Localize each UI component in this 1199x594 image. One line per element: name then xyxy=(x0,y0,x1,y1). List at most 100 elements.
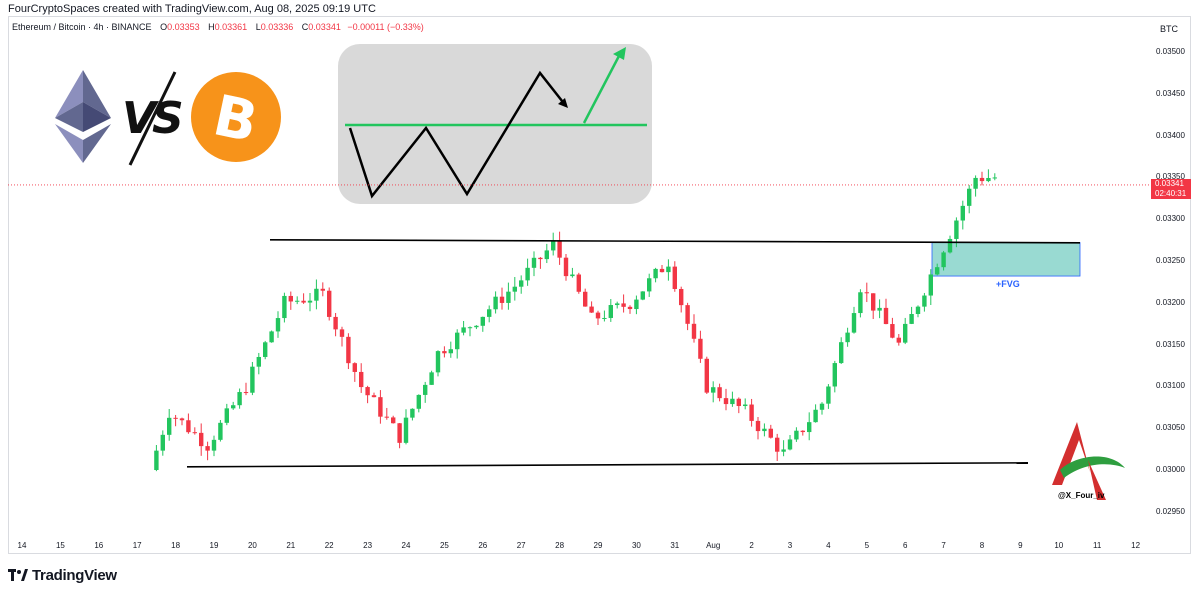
high-label: H xyxy=(208,22,215,32)
candle xyxy=(775,433,780,461)
date-tick-label: 8 xyxy=(979,541,985,550)
candle xyxy=(461,320,466,336)
candle xyxy=(589,301,594,313)
candle xyxy=(480,316,485,332)
candle xyxy=(346,333,351,370)
candle xyxy=(915,305,921,318)
candle xyxy=(666,259,671,281)
candle xyxy=(263,340,268,360)
bar-countdown: 02:40:31 xyxy=(1155,189,1187,198)
tradingview-logo[interactable]: TradingView xyxy=(8,567,117,584)
candle xyxy=(448,341,453,358)
candle xyxy=(295,296,300,305)
candle xyxy=(986,169,991,183)
candle xyxy=(583,288,588,307)
candle xyxy=(723,388,729,411)
candle xyxy=(928,269,933,305)
date-tick-label: 17 xyxy=(132,541,142,550)
price-tick-label: 0.03250 xyxy=(1156,256,1185,265)
date-tick-label: 18 xyxy=(171,541,181,550)
candle xyxy=(282,292,287,323)
price-tick-label: 0.03050 xyxy=(1156,423,1185,433)
candle xyxy=(301,293,306,304)
candle xyxy=(813,404,818,423)
candle xyxy=(704,356,709,394)
price-tick-label: 0.03200 xyxy=(1156,297,1185,307)
open-value: 0.03353 xyxy=(167,22,200,32)
candle xyxy=(730,391,735,407)
candle xyxy=(800,430,805,436)
price-tick-label: 0.03400 xyxy=(1156,130,1185,140)
candle xyxy=(672,261,677,292)
candle xyxy=(365,385,370,404)
candle xyxy=(173,414,178,427)
candle xyxy=(653,267,658,283)
candle xyxy=(647,273,652,297)
candle xyxy=(455,329,460,359)
resistance-line xyxy=(269,238,1081,244)
ethereum-logo-icon xyxy=(55,70,111,163)
candle xyxy=(192,427,197,435)
candle xyxy=(602,310,607,322)
candle xyxy=(551,232,556,256)
high-value: 0.03361 xyxy=(214,22,248,32)
candle xyxy=(442,346,447,358)
tradingview-logo-icon xyxy=(8,567,28,584)
price-tick-label: 0.03500 xyxy=(1156,47,1185,56)
candle xyxy=(467,326,473,337)
close-label: C xyxy=(301,22,309,32)
candle xyxy=(890,317,895,339)
candle xyxy=(359,363,364,393)
bitcoin-logo-icon: B xyxy=(191,72,281,162)
last-price-badge: 0.03341 02:40:31 xyxy=(1151,179,1191,199)
candle xyxy=(691,314,697,343)
date-tick-label: 2 xyxy=(749,541,754,550)
candle xyxy=(563,253,569,281)
candle xyxy=(199,423,204,456)
candle xyxy=(698,330,703,363)
candle xyxy=(544,243,549,264)
support-line xyxy=(186,462,1029,468)
candle xyxy=(269,330,274,343)
date-tick-label: 3 xyxy=(787,541,793,550)
candle xyxy=(627,305,633,314)
candle xyxy=(525,258,530,286)
candle xyxy=(327,287,332,321)
close-value: 0.03341 xyxy=(308,22,341,32)
date-tick-label: 27 xyxy=(516,541,526,550)
candle xyxy=(896,333,901,346)
candle xyxy=(333,312,338,337)
candle xyxy=(288,291,293,310)
candle xyxy=(275,311,281,338)
price-tick-label: 0.03000 xyxy=(1156,465,1185,474)
candle xyxy=(768,424,773,439)
pattern-illustration xyxy=(338,44,652,204)
change-value: −0.00011 (−0.33%) xyxy=(347,22,424,32)
slash-mark xyxy=(128,71,177,166)
candle xyxy=(531,251,537,277)
candle xyxy=(743,398,748,410)
publisher-credit: FourCryptoSpaces created with TradingVie… xyxy=(8,3,376,15)
candle xyxy=(832,360,837,393)
candle xyxy=(339,326,345,347)
candle xyxy=(909,306,914,325)
candle xyxy=(160,430,165,456)
candle xyxy=(755,417,761,440)
candle xyxy=(807,412,812,441)
candle xyxy=(781,440,786,457)
candle xyxy=(474,325,479,330)
candle xyxy=(992,173,997,181)
date-tick-label: 22 xyxy=(324,541,334,550)
candle xyxy=(595,310,601,326)
candle xyxy=(314,279,319,310)
symbol-title: Ethereum / Bitcoin · 4h · BINANCE xyxy=(12,22,152,32)
candle xyxy=(608,299,613,322)
vs-text: VS xyxy=(122,93,184,144)
candle xyxy=(749,398,754,427)
candle xyxy=(423,381,428,403)
candle xyxy=(167,409,172,441)
candle xyxy=(762,423,767,437)
candle xyxy=(186,413,191,434)
candle xyxy=(941,250,946,271)
